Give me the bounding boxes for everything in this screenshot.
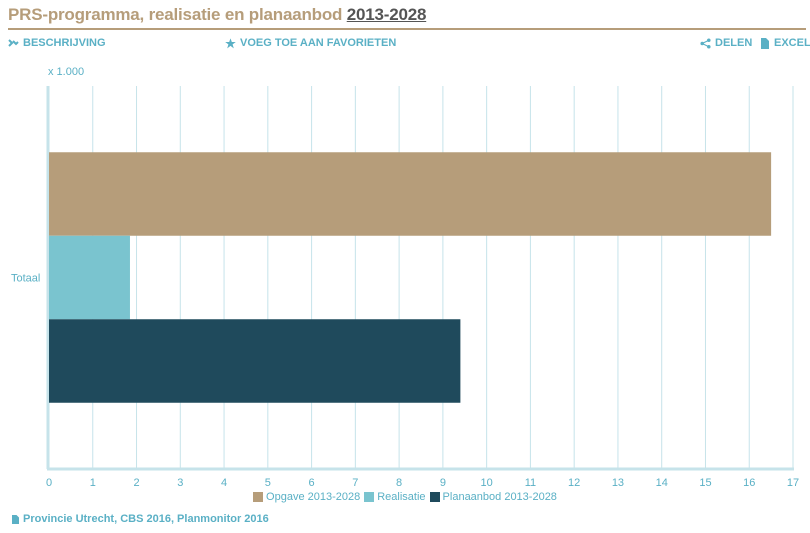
document-icon bbox=[12, 514, 19, 524]
title-period-link[interactable]: 2013-2028 bbox=[346, 5, 427, 24]
x-tick-label: 15 bbox=[699, 477, 711, 489]
x-tick-label: 11 bbox=[525, 477, 536, 489]
title-main: PRS-programma, realisatie en planaanbod bbox=[8, 5, 343, 24]
x-tick-label: 4 bbox=[221, 477, 227, 489]
x-tick-label: 17 bbox=[787, 477, 799, 489]
x-tick-label: 13 bbox=[612, 477, 624, 489]
legend-swatch bbox=[364, 492, 375, 502]
legend-swatch bbox=[253, 492, 264, 502]
share-button[interactable]: DELEN bbox=[700, 37, 752, 49]
x-tick-label: 2 bbox=[133, 477, 139, 489]
share-icon bbox=[700, 37, 711, 49]
source-note: Provincie Utrecht, CBS 2016, Planmonitor… bbox=[12, 513, 269, 525]
excel-icon bbox=[761, 37, 769, 49]
legend-label: Planaanbod 2013-2028 bbox=[442, 491, 557, 503]
x-tick-label: 6 bbox=[309, 477, 315, 489]
add-favorite-button[interactable]: VOEG TOE AAN FAVORIETEN bbox=[225, 37, 396, 49]
bar bbox=[49, 319, 461, 403]
x-tick-label: 12 bbox=[568, 477, 580, 489]
x-tick-label: 8 bbox=[396, 477, 402, 489]
x-tick-label: 5 bbox=[265, 477, 271, 489]
toolbar: BESCHRIJVING VOEG TOE AAN FAVORIETEN DEL… bbox=[8, 37, 810, 51]
category-label: Totaal bbox=[11, 273, 40, 285]
unit-label: x 1.000 bbox=[48, 66, 84, 78]
x-tick-label: 1 bbox=[90, 477, 96, 489]
title-bar: PRS-programma, realisatie en planaanbod … bbox=[8, 3, 806, 30]
x-tick-label: 7 bbox=[352, 477, 358, 489]
x-tick-label: 3 bbox=[177, 477, 183, 489]
legend-swatch bbox=[429, 492, 440, 502]
star-icon bbox=[225, 37, 236, 48]
x-tick-label: 14 bbox=[656, 477, 668, 489]
x-tick-label: 16 bbox=[743, 477, 755, 489]
legend-item[interactable]: Planaanbod 2013-2028 bbox=[429, 491, 557, 503]
legend: Opgave 2013-2028 Realisatie Planaanbod 201… bbox=[0, 491, 810, 505]
legend-label: Opgave 2013-2028 bbox=[266, 491, 361, 503]
bar bbox=[49, 152, 772, 236]
chart-title: PRS-programma, realisatie en planaanbod … bbox=[8, 5, 426, 25]
source-text: Provincie Utrecht, CBS 2016, Planmonitor… bbox=[23, 513, 269, 525]
x-tick-label: 10 bbox=[481, 477, 493, 489]
legend-item[interactable]: Opgave 2013-2028 bbox=[253, 491, 360, 503]
excel-label: EXCEL bbox=[774, 37, 810, 49]
x-tick-label: 9 bbox=[440, 477, 446, 489]
x-tick-label: 0 bbox=[46, 477, 52, 489]
legend-label: Realisatie bbox=[377, 491, 426, 503]
description-icon bbox=[8, 39, 19, 47]
description-label: BESCHRIJVING bbox=[23, 37, 106, 49]
favorite-label: VOEG TOE AAN FAVORIETEN bbox=[240, 37, 397, 49]
share-label: DELEN bbox=[715, 37, 753, 49]
legend-item[interactable]: Realisatie bbox=[364, 491, 426, 503]
bar bbox=[49, 235, 130, 320]
description-button[interactable]: BESCHRIJVING bbox=[8, 37, 106, 49]
excel-button[interactable]: EXCEL bbox=[760, 37, 810, 49]
